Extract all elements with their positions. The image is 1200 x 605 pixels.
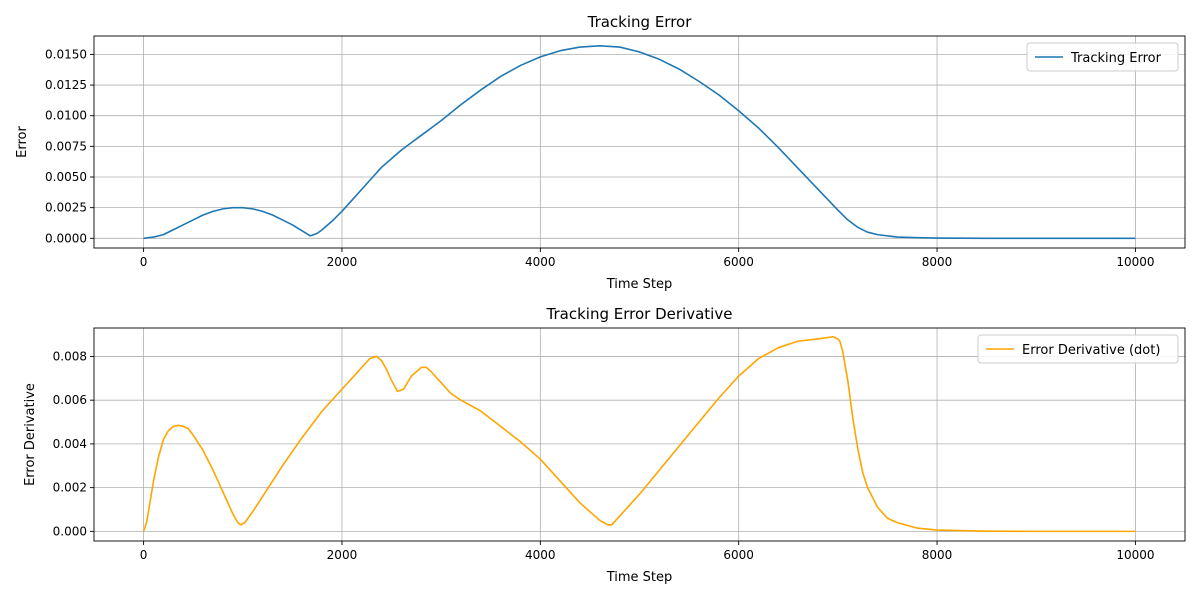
chart-title: Tracking Error bbox=[587, 13, 693, 31]
x-tick-label: 0 bbox=[140, 548, 148, 562]
y-axis-label: Error bbox=[15, 126, 30, 158]
x-axis-label: Time Step bbox=[606, 570, 673, 585]
legend-box bbox=[977, 334, 1179, 364]
x-tick-label: 4000 bbox=[525, 255, 556, 269]
axes-frame bbox=[93, 35, 1186, 249]
chart-title: Tracking Error Derivative bbox=[546, 305, 733, 323]
y-axis-label: Error Derivative bbox=[23, 383, 38, 486]
y-tick-label: 0.0050 bbox=[45, 170, 87, 184]
y-tick-label: 0.0025 bbox=[45, 201, 87, 215]
y-tick-label: 0.006 bbox=[53, 393, 87, 407]
axes-frame bbox=[93, 327, 1186, 542]
x-tick-label: 10000 bbox=[1116, 548, 1154, 562]
legend-label: Error Derivative (dot) bbox=[1022, 343, 1160, 358]
y-tick-label: 0.0000 bbox=[45, 231, 87, 245]
x-tick-label: 10000 bbox=[1116, 255, 1154, 269]
chart-panel-1: 0 2000 4000 6000 8000 10000 0.0000 0.0025 0.0050… bbox=[15, 13, 1186, 292]
y-tick-label: 0.0125 bbox=[45, 78, 87, 92]
x-tick-label: 8000 bbox=[922, 255, 953, 269]
legend: Tracking Error bbox=[1026, 42, 1179, 72]
x-tick-label: 2000 bbox=[327, 255, 358, 269]
y-tick-label: 0.0150 bbox=[45, 47, 87, 61]
y-tick-label: 0.0100 bbox=[45, 109, 87, 123]
x-tick-label: 8000 bbox=[922, 548, 953, 562]
y-tick-label: 0.008 bbox=[53, 349, 87, 363]
chart-panel-2: 0 2000 4000 6000 8000 10000 0.000 0.002 0.004 0.0… bbox=[23, 305, 1186, 585]
x-tick-label: 2000 bbox=[327, 548, 358, 562]
legend-box bbox=[1026, 42, 1179, 72]
x-tick-label: 4000 bbox=[525, 548, 556, 562]
x-tick-label: 0 bbox=[140, 255, 148, 269]
legend: Error Derivative (dot) bbox=[977, 334, 1179, 364]
x-tick-label: 6000 bbox=[723, 255, 754, 269]
y-tick-label: 0.0075 bbox=[45, 139, 87, 153]
y-tick-label: 0.004 bbox=[53, 437, 87, 451]
y-tick-label: 0.000 bbox=[53, 524, 87, 538]
x-axis-label: Time Step bbox=[606, 277, 673, 292]
x-tick-label: 6000 bbox=[723, 548, 754, 562]
series-line bbox=[142, 335, 1136, 533]
series-line bbox=[143, 45, 1136, 240]
legend-label: Tracking Error bbox=[1070, 51, 1162, 66]
y-tick-label: 0.002 bbox=[53, 481, 87, 495]
